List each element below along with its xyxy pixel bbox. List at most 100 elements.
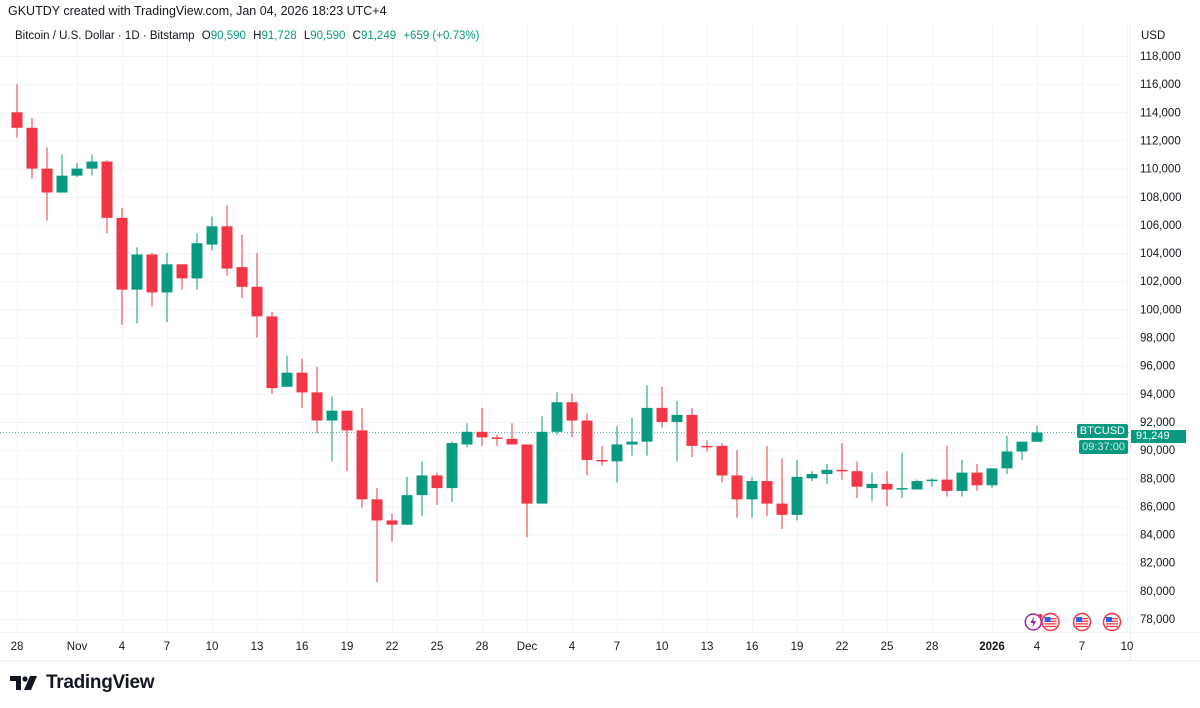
candle-body bbox=[281, 372, 293, 387]
candle-body bbox=[101, 161, 113, 218]
candle bbox=[611, 426, 623, 483]
candle-body bbox=[971, 472, 983, 486]
candle bbox=[56, 154, 68, 193]
close-value: 91,249 bbox=[360, 30, 397, 42]
candle bbox=[971, 464, 983, 491]
candle bbox=[11, 84, 23, 138]
price-axis[interactable]: 78,000 80,000 82,000 84,000 86,000 88,000 90,0… bbox=[1140, 51, 1182, 626]
candle-body bbox=[131, 254, 143, 290]
candle-body bbox=[851, 471, 863, 487]
price-tick-label: 104,000 bbox=[1140, 248, 1182, 260]
candle bbox=[116, 208, 128, 325]
candle-body bbox=[266, 316, 278, 389]
candle-body bbox=[41, 168, 53, 193]
candle bbox=[281, 355, 293, 387]
candle bbox=[491, 434, 503, 446]
candle-body bbox=[1016, 441, 1028, 452]
candle bbox=[341, 410, 353, 472]
tradingview-logo-icon bbox=[10, 676, 37, 690]
candle-body bbox=[371, 499, 383, 521]
candle bbox=[236, 234, 248, 299]
candle bbox=[881, 471, 893, 507]
high-key: H bbox=[253, 30, 262, 42]
candle bbox=[791, 459, 803, 521]
candle bbox=[416, 461, 428, 517]
candle bbox=[746, 476, 758, 518]
candle-body bbox=[26, 127, 38, 169]
price-tick-label: 98,000 bbox=[1140, 333, 1175, 345]
us-flag-event-icon[interactable] bbox=[1102, 612, 1122, 632]
open-value: 90,590 bbox=[210, 30, 246, 42]
time-tick-label: 13 bbox=[251, 641, 264, 653]
candle bbox=[671, 400, 683, 462]
candle-body bbox=[686, 414, 698, 446]
candle bbox=[716, 443, 728, 483]
candle bbox=[41, 147, 53, 221]
us-flag-event-icon[interactable] bbox=[1041, 612, 1060, 632]
price-tick-label: 80,000 bbox=[1140, 586, 1175, 598]
candle bbox=[956, 459, 968, 497]
lightning-event-icon[interactable] bbox=[1024, 613, 1043, 631]
candle bbox=[371, 488, 383, 583]
time-tick-label: 4 bbox=[119, 641, 126, 653]
tradingview-logo-text: TradingView bbox=[46, 672, 155, 693]
candle-body bbox=[146, 254, 158, 293]
candle bbox=[656, 386, 668, 428]
candle-body bbox=[341, 410, 353, 431]
high-value: 91,728 bbox=[261, 30, 297, 42]
price-tick-label: 82,000 bbox=[1140, 558, 1175, 570]
candle bbox=[446, 441, 458, 503]
candle bbox=[266, 312, 278, 394]
us-flag-event-icon[interactable] bbox=[1072, 612, 1092, 632]
candle-body bbox=[821, 469, 833, 475]
tradingview-logo[interactable]: TradingView bbox=[10, 672, 155, 694]
price-tick-label: 108,000 bbox=[1140, 192, 1182, 204]
candle bbox=[461, 423, 473, 448]
candle bbox=[536, 416, 548, 504]
symbol-legend: Bitcoin / U.S. Dollar · 1D · Bitstamp O9… bbox=[15, 30, 479, 42]
time-tick-label: 16 bbox=[746, 641, 759, 653]
candle-body bbox=[776, 503, 788, 515]
low-key: L bbox=[303, 30, 311, 42]
price-tick-label: 110,000 bbox=[1140, 164, 1181, 176]
candle-body bbox=[881, 483, 893, 490]
time-axis[interactable]: 28 Nov 4 7 10 13 16 19 22 25 28 Dec 4 7 10 13 16 19 22 25 28… bbox=[11, 641, 1134, 653]
candle bbox=[626, 417, 638, 456]
price-tick-label: 78,000 bbox=[1140, 614, 1175, 626]
price-tick-label: 96,000 bbox=[1140, 361, 1175, 373]
symbol-title[interactable]: Bitcoin / U.S. Dollar · 1D · Bitstamp bbox=[15, 30, 195, 42]
time-tick-label: 7 bbox=[1079, 641, 1085, 653]
candle-body bbox=[626, 441, 638, 445]
candle bbox=[101, 160, 113, 234]
candle bbox=[476, 407, 488, 446]
candle-body bbox=[311, 392, 323, 421]
candle bbox=[701, 440, 713, 452]
time-tick-label: 2026 bbox=[979, 641, 1005, 653]
candle-body bbox=[656, 407, 668, 422]
grid-lines bbox=[0, 22, 1130, 632]
candle bbox=[296, 358, 308, 408]
candle-body bbox=[236, 267, 248, 287]
candle-body bbox=[476, 431, 488, 438]
time-tick-label: 19 bbox=[341, 641, 354, 653]
time-tick-label: 7 bbox=[614, 641, 620, 653]
candle bbox=[896, 452, 908, 498]
time-tick-label: 25 bbox=[431, 641, 444, 653]
price-tick-label: 88,000 bbox=[1140, 473, 1175, 485]
candle bbox=[596, 445, 608, 466]
candle-body bbox=[926, 479, 938, 482]
candle bbox=[926, 478, 938, 487]
currency-label[interactable]: USD bbox=[1141, 30, 1166, 42]
candle bbox=[71, 162, 83, 178]
time-tick-label: 28 bbox=[476, 641, 489, 653]
low-value: 90,590 bbox=[310, 30, 346, 42]
candle-body bbox=[116, 217, 128, 290]
events[interactable] bbox=[1024, 612, 1122, 632]
candle bbox=[206, 216, 218, 251]
candle-body bbox=[296, 372, 308, 393]
candle-body bbox=[251, 286, 263, 317]
candle-body bbox=[191, 243, 203, 279]
time-tick-label: 19 bbox=[791, 641, 804, 653]
candle-body bbox=[506, 438, 518, 445]
